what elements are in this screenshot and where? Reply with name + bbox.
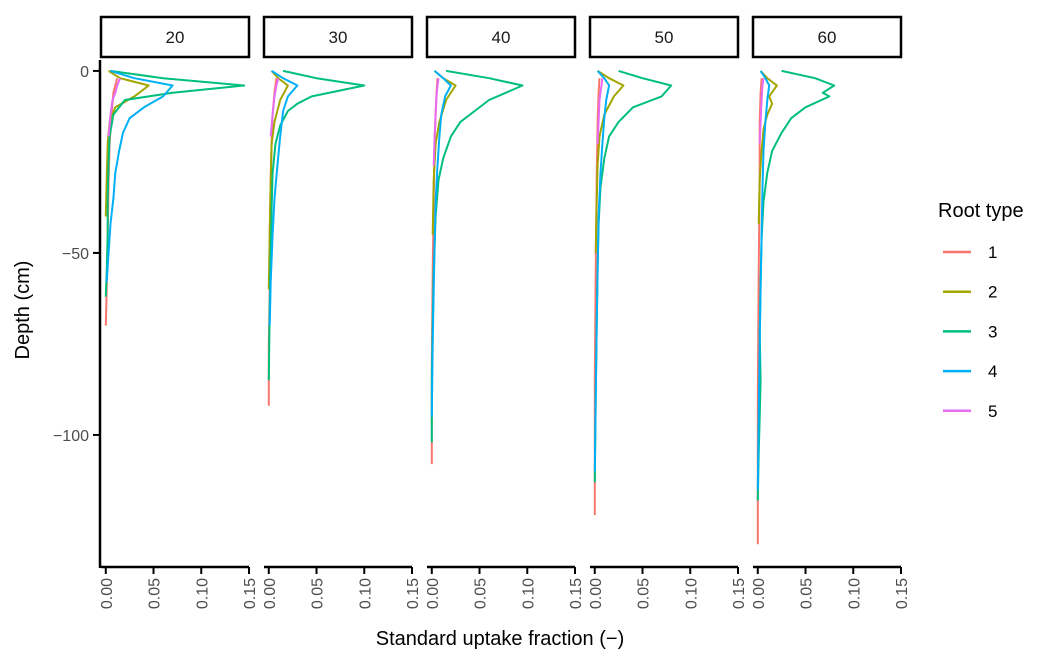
series-line-root-type-4 xyxy=(430,70,452,417)
x-tick-label: 0.15 xyxy=(731,578,748,609)
series-line-root-type-5 xyxy=(432,78,440,166)
x-tick-label: 0.00 xyxy=(751,578,768,609)
x-tick-label: 0.00 xyxy=(425,578,442,609)
series-line-root-type-4 xyxy=(756,70,771,490)
facet-strip-label: 20 xyxy=(166,28,185,47)
y-tick-label: 0 xyxy=(80,64,89,81)
series-line-root-type-5 xyxy=(596,78,604,144)
x-tick-label: 0.15 xyxy=(405,578,422,609)
x-tick-label: 0.00 xyxy=(262,578,279,609)
x-tick-label: 0.10 xyxy=(357,578,374,609)
series-line-root-type-4 xyxy=(268,70,299,326)
legend-label: 5 xyxy=(988,402,997,421)
panel-50: 50 0.00 0.05 0.10 0.15 xyxy=(588,15,748,609)
x-tick-label: 0.10 xyxy=(520,578,537,609)
panel-20: 20 0.00 0.05 0.10 0.15 0 −50 −100 xyxy=(53,15,259,609)
series-line-root-type-2 xyxy=(104,70,150,217)
facet-strip xyxy=(425,15,577,59)
legend-label: 4 xyxy=(988,362,997,381)
y-axis-title: Depth (cm) xyxy=(12,261,34,360)
series-line-root-type-3 xyxy=(593,69,673,483)
panel-30: 30 0.00 0.05 0.10 0.15 xyxy=(262,15,422,609)
y-tick-label: −50 xyxy=(62,246,89,263)
x-tick-label: 0.05 xyxy=(799,578,816,609)
panel-40: 40 0.00 0.05 0.10 0.15 xyxy=(425,15,585,609)
facet-strip-label: 40 xyxy=(492,28,511,47)
legend: Root type 1 2 3 4 5 xyxy=(938,200,1024,421)
x-tick-label: 0.00 xyxy=(588,578,605,609)
legend-label: 1 xyxy=(988,243,997,262)
legend-item-3: 3 xyxy=(943,322,997,341)
facet-strip xyxy=(262,15,414,59)
facet-strip xyxy=(588,15,740,59)
series-line-root-type-4 xyxy=(593,70,611,472)
facet-strip xyxy=(751,15,903,59)
facet-strip-label: 60 xyxy=(818,28,837,47)
legend-title: Root type xyxy=(938,200,1024,222)
series-line-root-type-5 xyxy=(269,77,280,137)
legend-item-4: 4 xyxy=(943,362,997,381)
panel-60: 60 0.00 0.05 0.10 0.15 xyxy=(751,15,911,609)
x-tick-label: 0.15 xyxy=(568,578,585,609)
x-tick-label: 0.05 xyxy=(636,578,653,609)
x-tick-label: 0.10 xyxy=(683,578,700,609)
panels-layer: 20 0.00 0.05 0.10 0.15 0 −50 −100 30 0.00 0.05 0.10… xyxy=(53,15,911,609)
x-axis-title: Standard uptake fraction (−) xyxy=(376,628,624,650)
series-line-root-type-4 xyxy=(105,69,174,283)
legend-item-2: 2 xyxy=(943,283,997,302)
x-tick-label: 0.00 xyxy=(99,578,116,609)
x-tick-label: 0.05 xyxy=(473,578,490,609)
x-tick-label: 0.10 xyxy=(846,578,863,609)
facet-strip-label: 30 xyxy=(329,28,348,47)
legend-label: 3 xyxy=(988,322,997,341)
series-line-root-type-3 xyxy=(267,69,366,381)
series-line-root-type-2 xyxy=(267,70,289,290)
legend-item-1: 1 xyxy=(943,243,997,262)
x-tick-label: 0.15 xyxy=(894,578,911,609)
facet-strip-label: 50 xyxy=(655,28,674,47)
facet-strip xyxy=(99,15,251,59)
x-tick-label: 0.10 xyxy=(194,578,211,609)
series-line-root-type-5 xyxy=(107,77,122,137)
x-tick-label: 0.05 xyxy=(147,578,164,609)
legend-item-5: 5 xyxy=(943,402,997,421)
series-line-root-type-3 xyxy=(104,69,246,297)
legend-items: 1 2 3 4 5 xyxy=(943,243,997,421)
series-line-root-type-2 xyxy=(757,70,778,224)
x-tick-label: 0.15 xyxy=(242,578,259,609)
series-line-root-type-5 xyxy=(758,78,765,144)
legend-label: 2 xyxy=(988,283,997,302)
series-line-root-type-3 xyxy=(430,69,524,443)
series-line-root-type-3 xyxy=(756,69,836,501)
x-tick-label: 0.05 xyxy=(310,578,327,609)
y-tick-label: −100 xyxy=(53,428,89,445)
